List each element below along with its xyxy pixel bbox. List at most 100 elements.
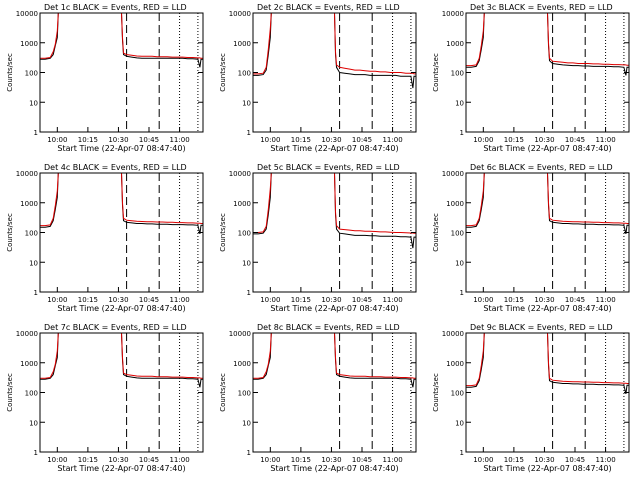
x-axis-label: Start Time (22-Apr-07 08:47:40) xyxy=(483,464,611,473)
events-series-line xyxy=(253,173,416,249)
y-tick-label: 1000 xyxy=(446,360,464,368)
x-tick-label: 11:00 xyxy=(169,296,189,304)
x-tick-label: 10:30 xyxy=(321,456,341,464)
x-tick-label: 10:00 xyxy=(47,456,67,464)
y-tick-label: 10 xyxy=(29,99,38,107)
plot-frame xyxy=(39,12,204,133)
x-tick-label: 10:30 xyxy=(321,136,341,144)
y-tick-label: 100 xyxy=(238,390,251,398)
y-tick-label: 10 xyxy=(455,99,464,107)
events-series-line xyxy=(40,173,203,235)
y-tick-label: 10000 xyxy=(229,170,251,178)
x-tick-label: 11:00 xyxy=(595,136,615,144)
y-tick-label: 10000 xyxy=(229,10,251,18)
y-tick-label: 10000 xyxy=(442,10,464,18)
y-tick-label: 1 xyxy=(247,129,251,137)
y-tick-label: 1000 xyxy=(233,40,251,48)
panel-2: Det 2c BLACK = Events, RED = LLD 1 10 100 10… xyxy=(219,3,417,153)
y-axis-label: Counts/sec xyxy=(219,373,227,412)
x-tick-label: 10:45 xyxy=(139,456,159,464)
y-tick-label: 100 xyxy=(451,70,464,78)
lld-series-line xyxy=(253,333,416,379)
plot-frame xyxy=(465,12,630,133)
x-tick-label: 10:45 xyxy=(565,456,585,464)
y-tick-label: 10 xyxy=(242,99,251,107)
events-series-line xyxy=(466,333,629,395)
panel-5: Det 5c BLACK = Events, RED = LLD 1 10 100 10… xyxy=(219,163,417,313)
x-tick-label: 10:30 xyxy=(534,296,554,304)
x-axis-label: Start Time (22-Apr-07 08:47:40) xyxy=(57,144,185,153)
y-tick-label: 1 xyxy=(460,129,464,137)
x-tick-label: 10:15 xyxy=(504,456,524,464)
y-tick-label: 10 xyxy=(242,259,251,267)
y-axis-label: Counts/sec xyxy=(219,213,227,252)
x-tick-label: 10:15 xyxy=(291,456,311,464)
lld-series-line xyxy=(40,173,203,227)
plot-frame xyxy=(39,172,204,293)
x-tick-label: 11:00 xyxy=(382,136,402,144)
plot-frame xyxy=(39,332,204,453)
x-tick-label: 10:15 xyxy=(78,456,98,464)
panel-title: Det 8c BLACK = Events, RED = LLD xyxy=(257,323,400,332)
y-tick-label: 1000 xyxy=(20,40,38,48)
y-tick-label: 100 xyxy=(238,70,251,78)
panel-title: Det 4c BLACK = Events, RED = LLD xyxy=(44,163,187,172)
x-tick-label: 10:15 xyxy=(504,296,524,304)
x-tick-label: 10:00 xyxy=(260,296,280,304)
x-tick-label: 10:00 xyxy=(260,136,280,144)
y-tick-label: 1000 xyxy=(446,40,464,48)
lld-series-line xyxy=(253,13,416,75)
y-tick-label: 1 xyxy=(247,289,251,297)
y-tick-label: 10 xyxy=(29,259,38,267)
panel-title: Det 2c BLACK = Events, RED = LLD xyxy=(257,3,400,12)
x-axis-label: Start Time (22-Apr-07 08:47:40) xyxy=(483,144,611,153)
y-tick-label: 1000 xyxy=(20,360,38,368)
x-tick-label: 10:45 xyxy=(565,296,585,304)
panel-title: Det 3c BLACK = Events, RED = LLD xyxy=(470,3,613,12)
panel-title: Det 1c BLACK = Events, RED = LLD xyxy=(44,3,187,12)
panel-7: Det 7c BLACK = Events, RED = LLD 1 10 100 10… xyxy=(6,323,204,473)
events-series-line xyxy=(466,13,629,76)
panel-9: Det 9c BLACK = Events, RED = LLD 1 10 100 10… xyxy=(432,323,630,473)
y-tick-label: 10 xyxy=(455,259,464,267)
y-tick-label: 100 xyxy=(451,390,464,398)
lld-series-line xyxy=(466,13,629,67)
y-tick-label: 10000 xyxy=(229,330,251,338)
x-tick-label: 11:00 xyxy=(382,456,402,464)
x-tick-label: 10:45 xyxy=(565,136,585,144)
x-tick-label: 11:00 xyxy=(595,456,615,464)
panel-title: Det 9c BLACK = Events, RED = LLD xyxy=(470,323,613,332)
x-tick-label: 10:30 xyxy=(321,296,341,304)
y-tick-label: 1 xyxy=(247,449,251,457)
x-tick-label: 10:30 xyxy=(108,136,128,144)
x-tick-label: 10:15 xyxy=(291,296,311,304)
x-tick-label: 10:45 xyxy=(352,296,372,304)
events-series-line xyxy=(40,333,203,388)
y-tick-label: 10000 xyxy=(16,170,38,178)
panel-1: Det 1c BLACK = Events, RED = LLD 1 10 100 10… xyxy=(6,3,204,153)
y-tick-label: 1000 xyxy=(446,200,464,208)
x-tick-label: 11:00 xyxy=(169,136,189,144)
events-series-line xyxy=(253,333,416,388)
y-tick-label: 1 xyxy=(34,449,38,457)
panel-title: Det 7c BLACK = Events, RED = LLD xyxy=(44,323,187,332)
x-tick-label: 10:45 xyxy=(139,296,159,304)
y-tick-label: 1000 xyxy=(20,200,38,208)
x-tick-label: 10:15 xyxy=(291,136,311,144)
y-tick-label: 1 xyxy=(34,129,38,137)
x-tick-label: 10:30 xyxy=(108,456,128,464)
x-tick-label: 11:00 xyxy=(595,296,615,304)
lld-series-line xyxy=(40,13,203,59)
x-tick-label: 10:15 xyxy=(78,296,98,304)
y-axis-label: Counts/sec xyxy=(6,53,14,92)
x-tick-label: 10:45 xyxy=(352,456,372,464)
lld-series-line xyxy=(466,173,629,227)
y-axis-label: Counts/sec xyxy=(432,53,440,92)
y-tick-label: 10 xyxy=(455,419,464,427)
events-series-line xyxy=(466,173,629,235)
plot-frame xyxy=(465,332,630,453)
y-axis-label: Counts/sec xyxy=(432,373,440,412)
x-tick-label: 10:00 xyxy=(473,296,493,304)
events-series-line xyxy=(253,13,416,89)
